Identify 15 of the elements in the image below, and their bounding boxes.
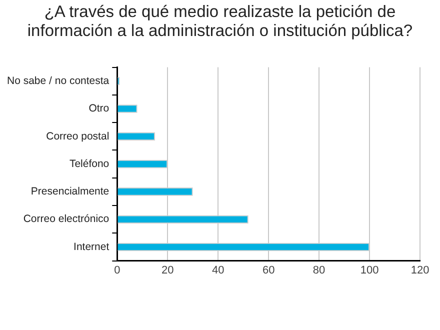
chart-title: ¿A través de qué medio realizaste la petición de información a la administración o institución pública? [26, 2, 414, 42]
x-tick-label: 20 [162, 264, 174, 276]
x-tick-label: 60 [262, 264, 275, 276]
x-tick-label: 40 [212, 264, 224, 276]
y-tick-label: Presencialmente [30, 186, 110, 198]
y-tick-label: Otro [88, 102, 110, 115]
x-tick-label: 0 [114, 264, 120, 276]
x-tick-label: 80 [312, 264, 326, 276]
y-tick-label: Correo postal [46, 130, 110, 142]
x-tick-label: 100 [360, 264, 379, 276]
y-tick-label: Teléfono [69, 158, 110, 170]
x-tick-label: 120 [410, 264, 430, 276]
y-tick-label: Correo electrónico [23, 213, 110, 226]
y-tick-label: Internet [74, 240, 110, 253]
y-tick-label: No sabe / no contesta [6, 75, 110, 88]
